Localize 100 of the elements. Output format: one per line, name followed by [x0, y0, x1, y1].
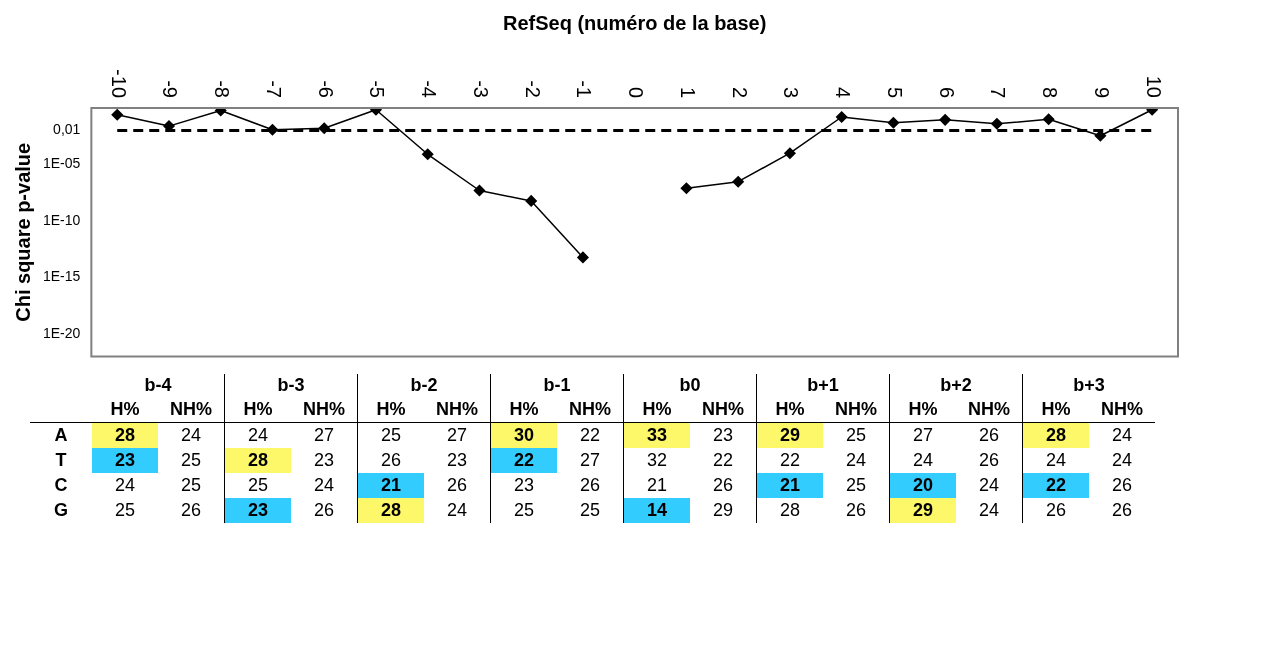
point	[991, 118, 1003, 130]
data-label: 21	[756, 473, 823, 498]
x-tick-label: 1	[676, 86, 699, 98]
data-label: 26	[1111, 474, 1133, 497]
point	[680, 182, 693, 194]
data-label: 27	[291, 422, 358, 448]
x-tick-label: -10	[107, 69, 130, 98]
data-label: 26	[380, 449, 402, 472]
data-label: 22	[690, 448, 757, 473]
data-label: 24	[912, 449, 934, 472]
x-tick-label: -5	[366, 80, 389, 98]
data-label: 21	[357, 473, 424, 498]
point	[835, 111, 848, 123]
data-label: 26	[956, 448, 1023, 473]
data-label: 24	[247, 424, 269, 447]
x-tick-label: -8	[211, 80, 234, 98]
x-tick-label: 2	[728, 86, 751, 98]
x-tick-label: 9	[1090, 86, 1113, 98]
point	[577, 251, 589, 264]
data-label: 26	[1111, 499, 1133, 522]
text: b-3	[224, 374, 358, 397]
data-label: 25	[823, 422, 890, 448]
x-tick-label: -4	[418, 80, 441, 98]
y-tick-label: 1E-20	[43, 324, 81, 341]
data-label: 26	[424, 473, 491, 498]
data-label: 29	[756, 422, 823, 448]
data-label: 23	[690, 422, 757, 448]
x-tick-label: 4	[832, 86, 855, 98]
y-tick-label: G	[53, 499, 69, 522]
x-tick-label: 8	[1039, 86, 1062, 98]
x-tick-label: NH%	[557, 397, 624, 423]
data-label: 27	[557, 448, 624, 473]
data-label: 26	[291, 498, 358, 523]
data-label: 24	[158, 422, 225, 448]
x-tick-label: NH%	[956, 397, 1023, 423]
text: b+2	[889, 374, 1023, 397]
data-label: 25	[557, 498, 624, 523]
y-tick-label: A	[53, 424, 69, 447]
data-label: 28	[1022, 422, 1089, 448]
x-tick-label: 3	[780, 86, 803, 98]
x-tick-label: 0	[625, 86, 648, 98]
text: b-1	[490, 374, 624, 397]
data-label: 14	[623, 498, 690, 523]
x-tick-label: H%	[907, 398, 939, 421]
data-label: 26	[158, 498, 225, 523]
x-tick-label: H%	[109, 398, 141, 421]
y-tick-label: 1E-05	[43, 155, 81, 172]
data-label: 28	[357, 498, 424, 523]
data-label: 26	[690, 473, 757, 498]
data-label: 25	[513, 499, 535, 522]
data-label: 26	[956, 422, 1023, 448]
x-tick-label: 10	[1142, 75, 1165, 98]
data-label: 22	[779, 449, 801, 472]
point	[732, 175, 744, 188]
data-label: 28	[92, 422, 158, 448]
point	[111, 109, 123, 121]
x-tick-label: -3	[469, 80, 492, 98]
x-tick-label: NH%	[424, 397, 491, 423]
data-label: 26	[823, 498, 890, 523]
point	[473, 184, 486, 197]
point	[1042, 113, 1055, 126]
text: b-4	[92, 374, 225, 397]
data-label: 26	[1045, 499, 1067, 522]
x-tick-label: NH%	[690, 397, 757, 423]
data-label: 27	[912, 424, 934, 447]
x-tick-label: 7	[987, 86, 1010, 98]
data-label: 25	[823, 473, 890, 498]
x-tick-label: NH%	[158, 397, 225, 423]
data-label: 24	[956, 498, 1023, 523]
point	[421, 148, 434, 161]
data-label: 25	[158, 448, 225, 473]
x-tick-label: -1	[573, 80, 596, 98]
data-label: 29	[889, 498, 956, 523]
x-tick-label: NH%	[823, 397, 890, 423]
data-label: 23	[424, 448, 491, 473]
data-label: 24	[291, 473, 358, 498]
y-tick-label: C	[53, 474, 69, 497]
data-label: 21	[646, 474, 668, 497]
x-tick-label: H%	[641, 398, 673, 421]
y-tick-label: 1E-10	[43, 211, 81, 228]
data-label: 22	[1022, 473, 1089, 498]
data-label: 20	[889, 473, 956, 498]
data-label: 30	[490, 422, 557, 448]
data-label: 25	[158, 473, 225, 498]
x-tick-label: 6	[935, 86, 958, 98]
x-tick-label: H%	[774, 398, 806, 421]
y-axis-title: Chi square p-value	[11, 142, 34, 322]
data-label: 29	[690, 498, 757, 523]
x-tick-label: -2	[521, 80, 544, 98]
point	[939, 114, 951, 126]
data-label: 23	[92, 448, 158, 473]
y-tick-label: T	[54, 449, 68, 472]
text: b0	[623, 374, 757, 397]
x-tick-label: H%	[375, 398, 407, 421]
x-tick-label: H%	[1040, 398, 1072, 421]
data-label: 24	[1111, 449, 1133, 472]
data-label: 25	[380, 424, 402, 447]
data-label: 32	[646, 449, 668, 472]
data-label: 25	[114, 499, 136, 522]
text: b+1	[756, 374, 890, 397]
